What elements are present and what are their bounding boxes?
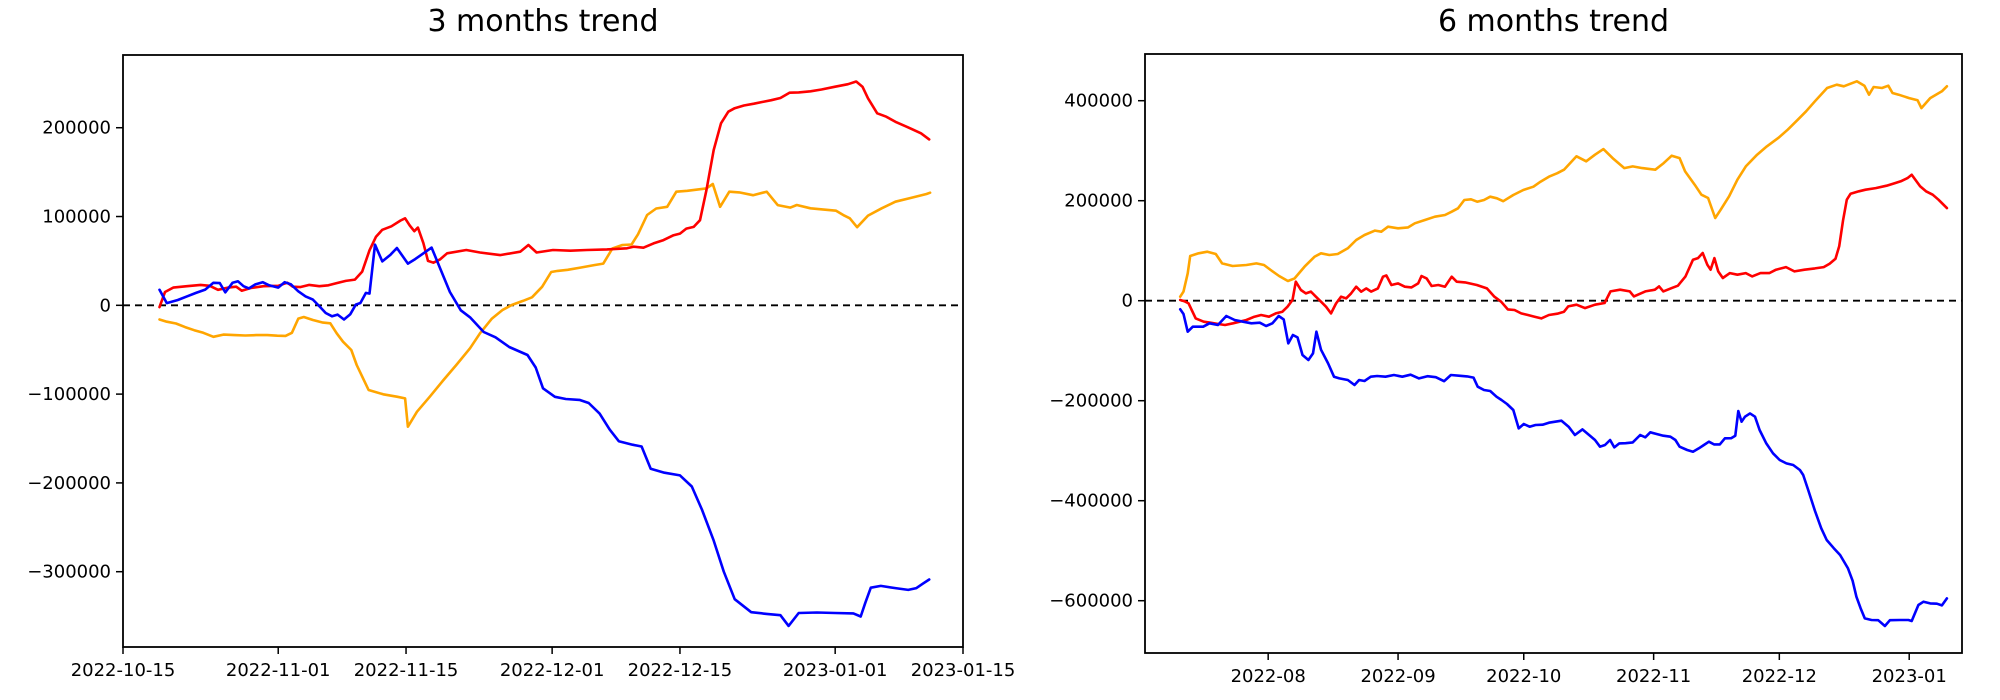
y-tick-label-6m: −600000 <box>1049 591 1133 612</box>
x-tick-label-3m: 2022-12-01 <box>500 660 605 681</box>
x-tick-label-3m: 2022-12-15 <box>628 660 733 681</box>
x-tick-label-3m: 2023-01-01 <box>783 660 888 681</box>
x-tick-label-6m: 2022-12 <box>1742 666 1817 687</box>
series-blue-line-6m <box>1178 307 1949 628</box>
y-tick-label-3m: 0 <box>100 295 111 316</box>
x-tick-label-6m: 2022-11 <box>1616 666 1691 687</box>
y-tick-label-6m: 0 <box>1122 291 1133 312</box>
series-red-line-3m <box>158 80 931 309</box>
y-tick-label-3m: −100000 <box>27 384 111 405</box>
series-blue-line-3m <box>158 243 931 628</box>
y-tick-label-6m: −400000 <box>1049 491 1133 512</box>
series-orange-line-6m <box>1178 80 1949 299</box>
x-tick-label-3m: 2022-11-01 <box>226 660 331 681</box>
x-tick-label-3m: 2022-10-15 <box>71 660 176 681</box>
y-tick-label-3m: −200000 <box>27 473 111 494</box>
x-tick-label-3m: 2023-01-15 <box>911 660 1016 681</box>
x-tick-label-6m: 2022-10 <box>1486 666 1561 687</box>
x-tick-label-3m: 2022-11-15 <box>354 660 459 681</box>
chart-title-6-months: 6 months trend <box>1437 4 1670 39</box>
x-tick-label-6m: 2022-09 <box>1360 666 1435 687</box>
series-orange-line-3m <box>158 182 932 429</box>
y-tick-label-6m: −200000 <box>1049 391 1133 412</box>
plot-frame-3m <box>122 54 964 648</box>
plot-frame-6m <box>1144 53 1963 654</box>
y-tick-label-6m: 200000 <box>1064 191 1133 212</box>
y-tick-label-3m: −300000 <box>27 562 111 583</box>
y-tick-label-3m: 100000 <box>42 207 111 228</box>
series-red-line-6m <box>1178 173 1949 327</box>
x-tick-label-6m: 2023-01 <box>1872 666 1947 687</box>
y-tick-label-3m: 200000 <box>42 118 111 139</box>
chart-title-3-months: 3 months trend <box>427 4 659 39</box>
y-tick-label-6m: 400000 <box>1064 91 1133 112</box>
x-tick-label-6m: 2022-08 <box>1231 666 1306 687</box>
